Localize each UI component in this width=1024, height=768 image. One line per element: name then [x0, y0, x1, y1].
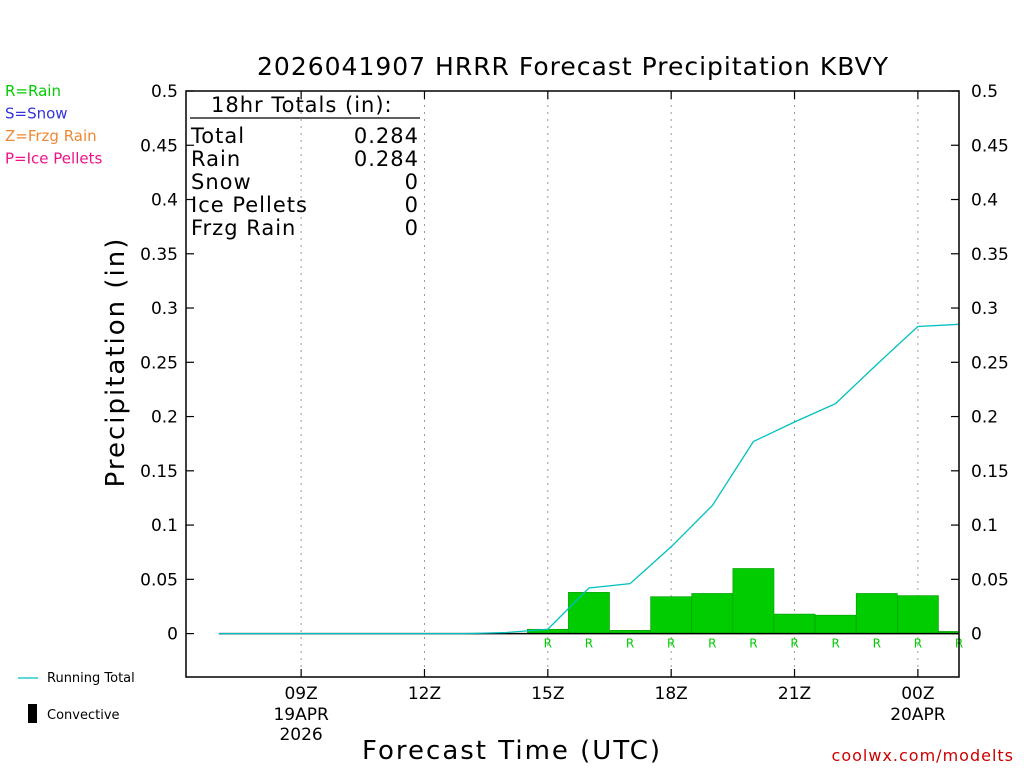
legend-item: P=Ice Pellets: [5, 150, 102, 168]
precip-bar: [855, 593, 898, 634]
y-tick-label-right: 0.35: [971, 245, 1009, 265]
precip-bar: [650, 596, 693, 634]
precip-type-label: R: [544, 637, 552, 651]
precip-type-label: R: [873, 637, 881, 651]
running-total-group: [218, 323, 960, 635]
precip-type-label: R: [708, 637, 716, 651]
y-tick-label: 0.45: [140, 136, 178, 156]
x-tick-label: 18Z: [655, 684, 688, 704]
x-tick-year: 2026: [279, 725, 322, 745]
precip-type-label: R: [749, 637, 757, 651]
y-tick-label-right: 0.5: [971, 82, 998, 102]
y-tick-label-right: 0.15: [971, 462, 1009, 482]
precip-type-label: R: [831, 637, 839, 651]
precip-bar: [897, 595, 939, 634]
convective-legend-swatch: [28, 704, 37, 723]
y-axis-left: 0 0.05 0.1 0.15 0.2 0.25 0.3 0.35 0.4 0.45 0.5: [140, 82, 194, 645]
credit-text: coolwx.com/modelts: [832, 746, 1014, 765]
totals-box: 18hr Totals (in): Total 0.284 Rain 0.284 Sno…: [190, 93, 420, 240]
totals-row-value: 0: [405, 193, 419, 217]
precip-bar: [773, 613, 816, 634]
running-total-legend-label: Running Total: [47, 671, 135, 686]
y-axis-right: 0 0.05 0.1 0.15 0.2 0.25 0.3 0.35 0.4 0.45 0.5: [951, 82, 1009, 645]
x-tick-label: 21Z: [778, 684, 811, 704]
chart-title: 2026041907 HRRR Forecast Precipitation K…: [257, 52, 889, 81]
precip-bar: [814, 614, 857, 634]
y-tick-label: 0.1: [151, 516, 178, 536]
totals-row-value: 0: [405, 170, 419, 194]
totals-row-value: 0.284: [354, 124, 419, 148]
y-tick-label-right: 0.2: [971, 408, 998, 428]
convective-legend-label: Convective: [47, 708, 120, 723]
totals-row-label: Frzg Rain: [191, 216, 296, 240]
y-tick-label-right: 0: [971, 625, 982, 645]
totals-row-label: Rain: [191, 147, 241, 171]
y-tick-label: 0.2: [151, 408, 178, 428]
totals-row-label: Ice Pellets: [191, 193, 308, 217]
y-axis-label: Precipitation (in): [101, 237, 131, 488]
totals-row-label: Snow: [191, 170, 252, 194]
x-tick-label: 00Z: [901, 684, 934, 704]
y-tick-label: 0.35: [140, 245, 178, 265]
totals-row-label: Total: [190, 124, 245, 148]
series-legend: Running Total Convective: [18, 671, 135, 723]
legend-item: R=Rain: [5, 82, 61, 100]
plot-frame: [185, 90, 960, 678]
totals-row-value: 0: [405, 216, 419, 240]
x-axis-label: Forecast Time (UTC): [362, 736, 662, 766]
precip-bar: [732, 568, 775, 634]
running-total-line: [218, 323, 960, 635]
legend-item: S=Snow: [5, 105, 68, 123]
precip-type-label: R: [914, 637, 922, 651]
y-tick-label: 0.4: [151, 191, 178, 211]
precip-type-legend: R=Rain S=Snow Z=Frzg Rain P=Ice Pellets: [5, 82, 102, 168]
y-tick-label: 0.05: [140, 570, 178, 590]
y-tick-label: 0.15: [140, 462, 178, 482]
precip-bar: [691, 593, 734, 634]
y-tick-label: 0: [167, 625, 178, 645]
y-tick-label: 0.3: [151, 299, 178, 319]
legend-item: Z=Frzg Rain: [5, 127, 97, 145]
precip-type-label: R: [626, 637, 634, 651]
y-tick-label-right: 0.45: [971, 136, 1009, 156]
precip-bar: [568, 592, 610, 634]
precip-type-label: R: [790, 637, 798, 651]
precip-type-label: R: [667, 637, 675, 651]
totals-row-value: 0.284: [354, 147, 419, 171]
y-tick-label: 0.5: [151, 82, 178, 102]
x-tick-date: 19APR: [273, 705, 329, 725]
grid-lines: [300, 91, 919, 677]
y-tick-label-right: 0.1: [971, 516, 998, 536]
precip-type-label: R: [585, 637, 593, 651]
y-tick-label: 0.25: [140, 353, 178, 373]
x-tick-label: 12Z: [408, 684, 441, 704]
y-tick-label-right: 0.05: [971, 570, 1009, 590]
x-tick-date: 20APR: [890, 705, 946, 725]
y-tick-label-right: 0.25: [971, 353, 1009, 373]
bars-group: [526, 568, 960, 634]
y-tick-label-right: 0.4: [971, 191, 998, 211]
y-tick-label-right: 0.3: [971, 299, 998, 319]
x-tick-label: 15Z: [531, 684, 564, 704]
totals-header: 18hr Totals (in):: [211, 93, 393, 117]
x-tick-label: 09Z: [284, 684, 317, 704]
